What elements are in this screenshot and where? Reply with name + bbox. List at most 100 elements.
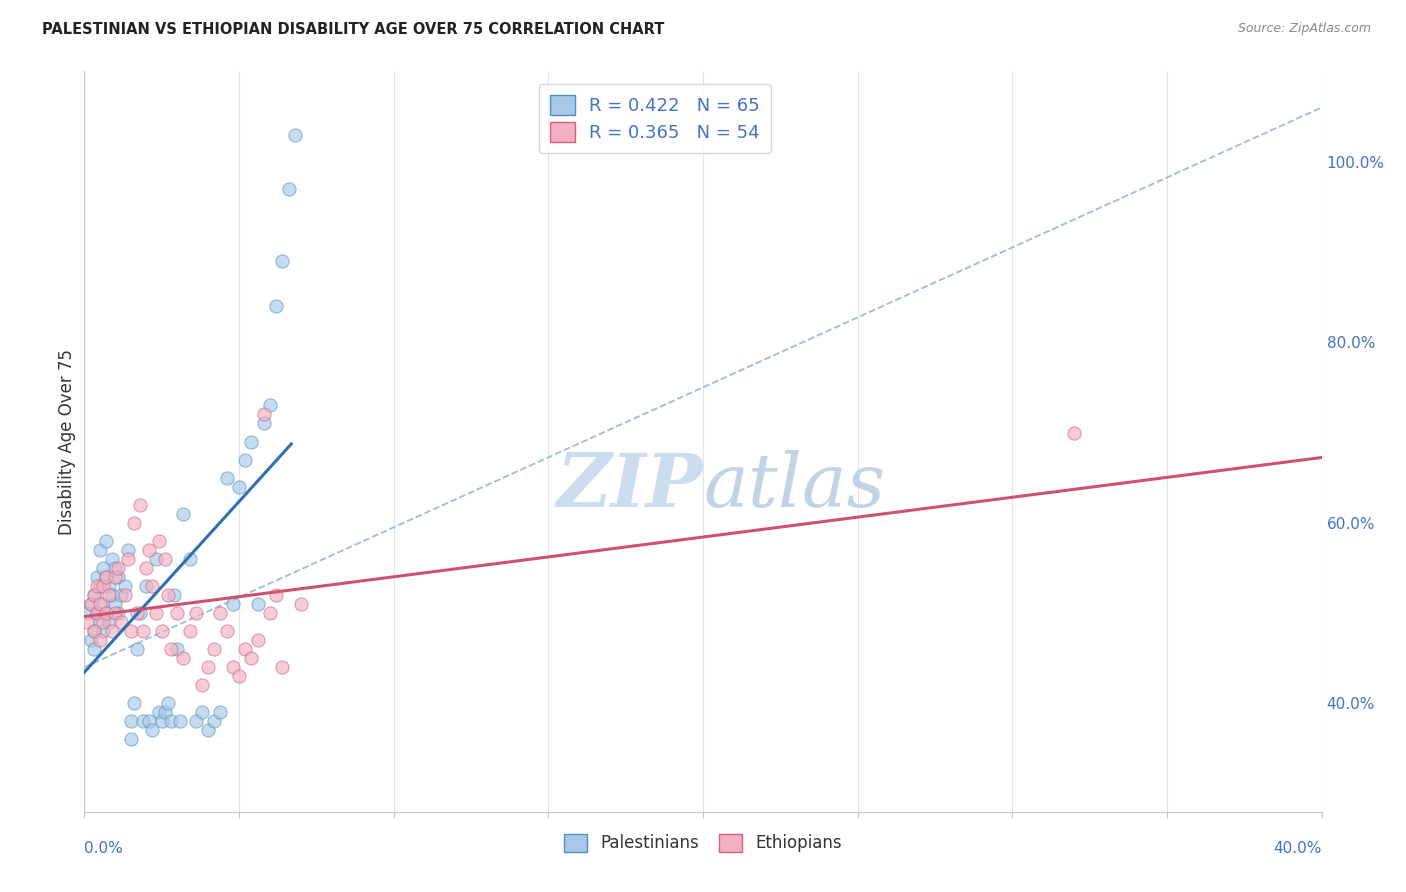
Point (264, 588, 287, 602)
Point (120, 714, 142, 729)
Point (222, 660, 245, 674)
Point (94, 533, 117, 548)
Point (160, 642, 183, 657)
Point (117, 552, 139, 566)
Point (89, 597, 111, 611)
Point (98, 588, 121, 602)
Point (89, 615, 111, 629)
Point (215, 470, 238, 484)
Point (83, 588, 105, 602)
Point (129, 498, 152, 512)
Point (191, 706, 214, 720)
Point (125, 642, 148, 657)
Text: ZIP: ZIP (557, 450, 703, 522)
Point (94, 570, 117, 584)
Text: 0.0%: 0.0% (84, 840, 124, 855)
Point (86, 606, 108, 620)
Point (98, 615, 121, 629)
Point (94, 606, 117, 620)
Point (233, 642, 256, 657)
Point (150, 624, 173, 639)
Point (83, 642, 105, 657)
Point (148, 706, 170, 720)
Point (259, 399, 281, 413)
Point (240, 651, 263, 665)
Point (141, 579, 163, 593)
Text: atlas: atlas (703, 450, 886, 522)
Point (101, 624, 124, 639)
Text: 40.0%: 40.0% (1274, 840, 1322, 855)
Point (138, 542, 160, 557)
Point (290, 597, 312, 611)
Point (76, 615, 98, 629)
Point (132, 624, 155, 639)
Point (197, 723, 219, 738)
Point (104, 561, 127, 575)
Point (83, 624, 105, 639)
Point (228, 669, 250, 683)
Point (114, 579, 136, 593)
Point (156, 588, 179, 602)
Point (104, 570, 127, 584)
Point (83, 588, 105, 602)
Point (86, 570, 108, 584)
Point (76, 606, 98, 620)
Point (89, 633, 111, 648)
Y-axis label: Disability Age Over 75: Disability Age Over 75 (58, 349, 76, 534)
Point (215, 624, 238, 639)
Point (91, 579, 114, 593)
Point (184, 714, 207, 729)
Point (191, 678, 214, 692)
Point (172, 651, 194, 665)
Point (89, 542, 111, 557)
Point (202, 642, 225, 657)
Point (209, 706, 232, 720)
Point (91, 615, 114, 629)
Point (117, 542, 139, 557)
Point (233, 452, 256, 467)
Point (101, 552, 124, 566)
Point (132, 714, 155, 729)
Point (197, 660, 219, 674)
Point (209, 606, 232, 620)
Point (145, 552, 167, 566)
Point (264, 299, 287, 313)
Point (107, 606, 129, 620)
Point (86, 606, 108, 620)
Point (138, 714, 160, 729)
Point (89, 579, 111, 593)
Point (148, 533, 170, 548)
Point (129, 606, 152, 620)
Point (104, 606, 127, 620)
Point (110, 615, 132, 629)
Point (166, 606, 188, 620)
Point (172, 507, 194, 521)
Point (246, 597, 269, 611)
Point (107, 570, 129, 584)
Point (150, 714, 173, 729)
Point (160, 714, 183, 729)
Point (284, 128, 307, 142)
Point (79, 633, 101, 648)
Point (179, 552, 201, 566)
Point (122, 697, 145, 711)
Point (228, 480, 250, 494)
Point (120, 624, 142, 639)
Point (79, 597, 101, 611)
Point (91, 597, 114, 611)
Point (202, 714, 225, 729)
Point (125, 606, 148, 620)
Point (156, 697, 179, 711)
Point (169, 714, 191, 729)
Point (246, 633, 269, 648)
Point (240, 434, 263, 449)
Point (179, 624, 201, 639)
Point (145, 606, 167, 620)
Point (184, 606, 207, 620)
Point (135, 561, 157, 575)
Point (122, 516, 145, 530)
Point (222, 597, 245, 611)
Text: Source: ZipAtlas.com: Source: ZipAtlas.com (1237, 22, 1371, 36)
Point (86, 579, 108, 593)
Legend: Palestinians, Ethiopians: Palestinians, Ethiopians (557, 827, 849, 859)
